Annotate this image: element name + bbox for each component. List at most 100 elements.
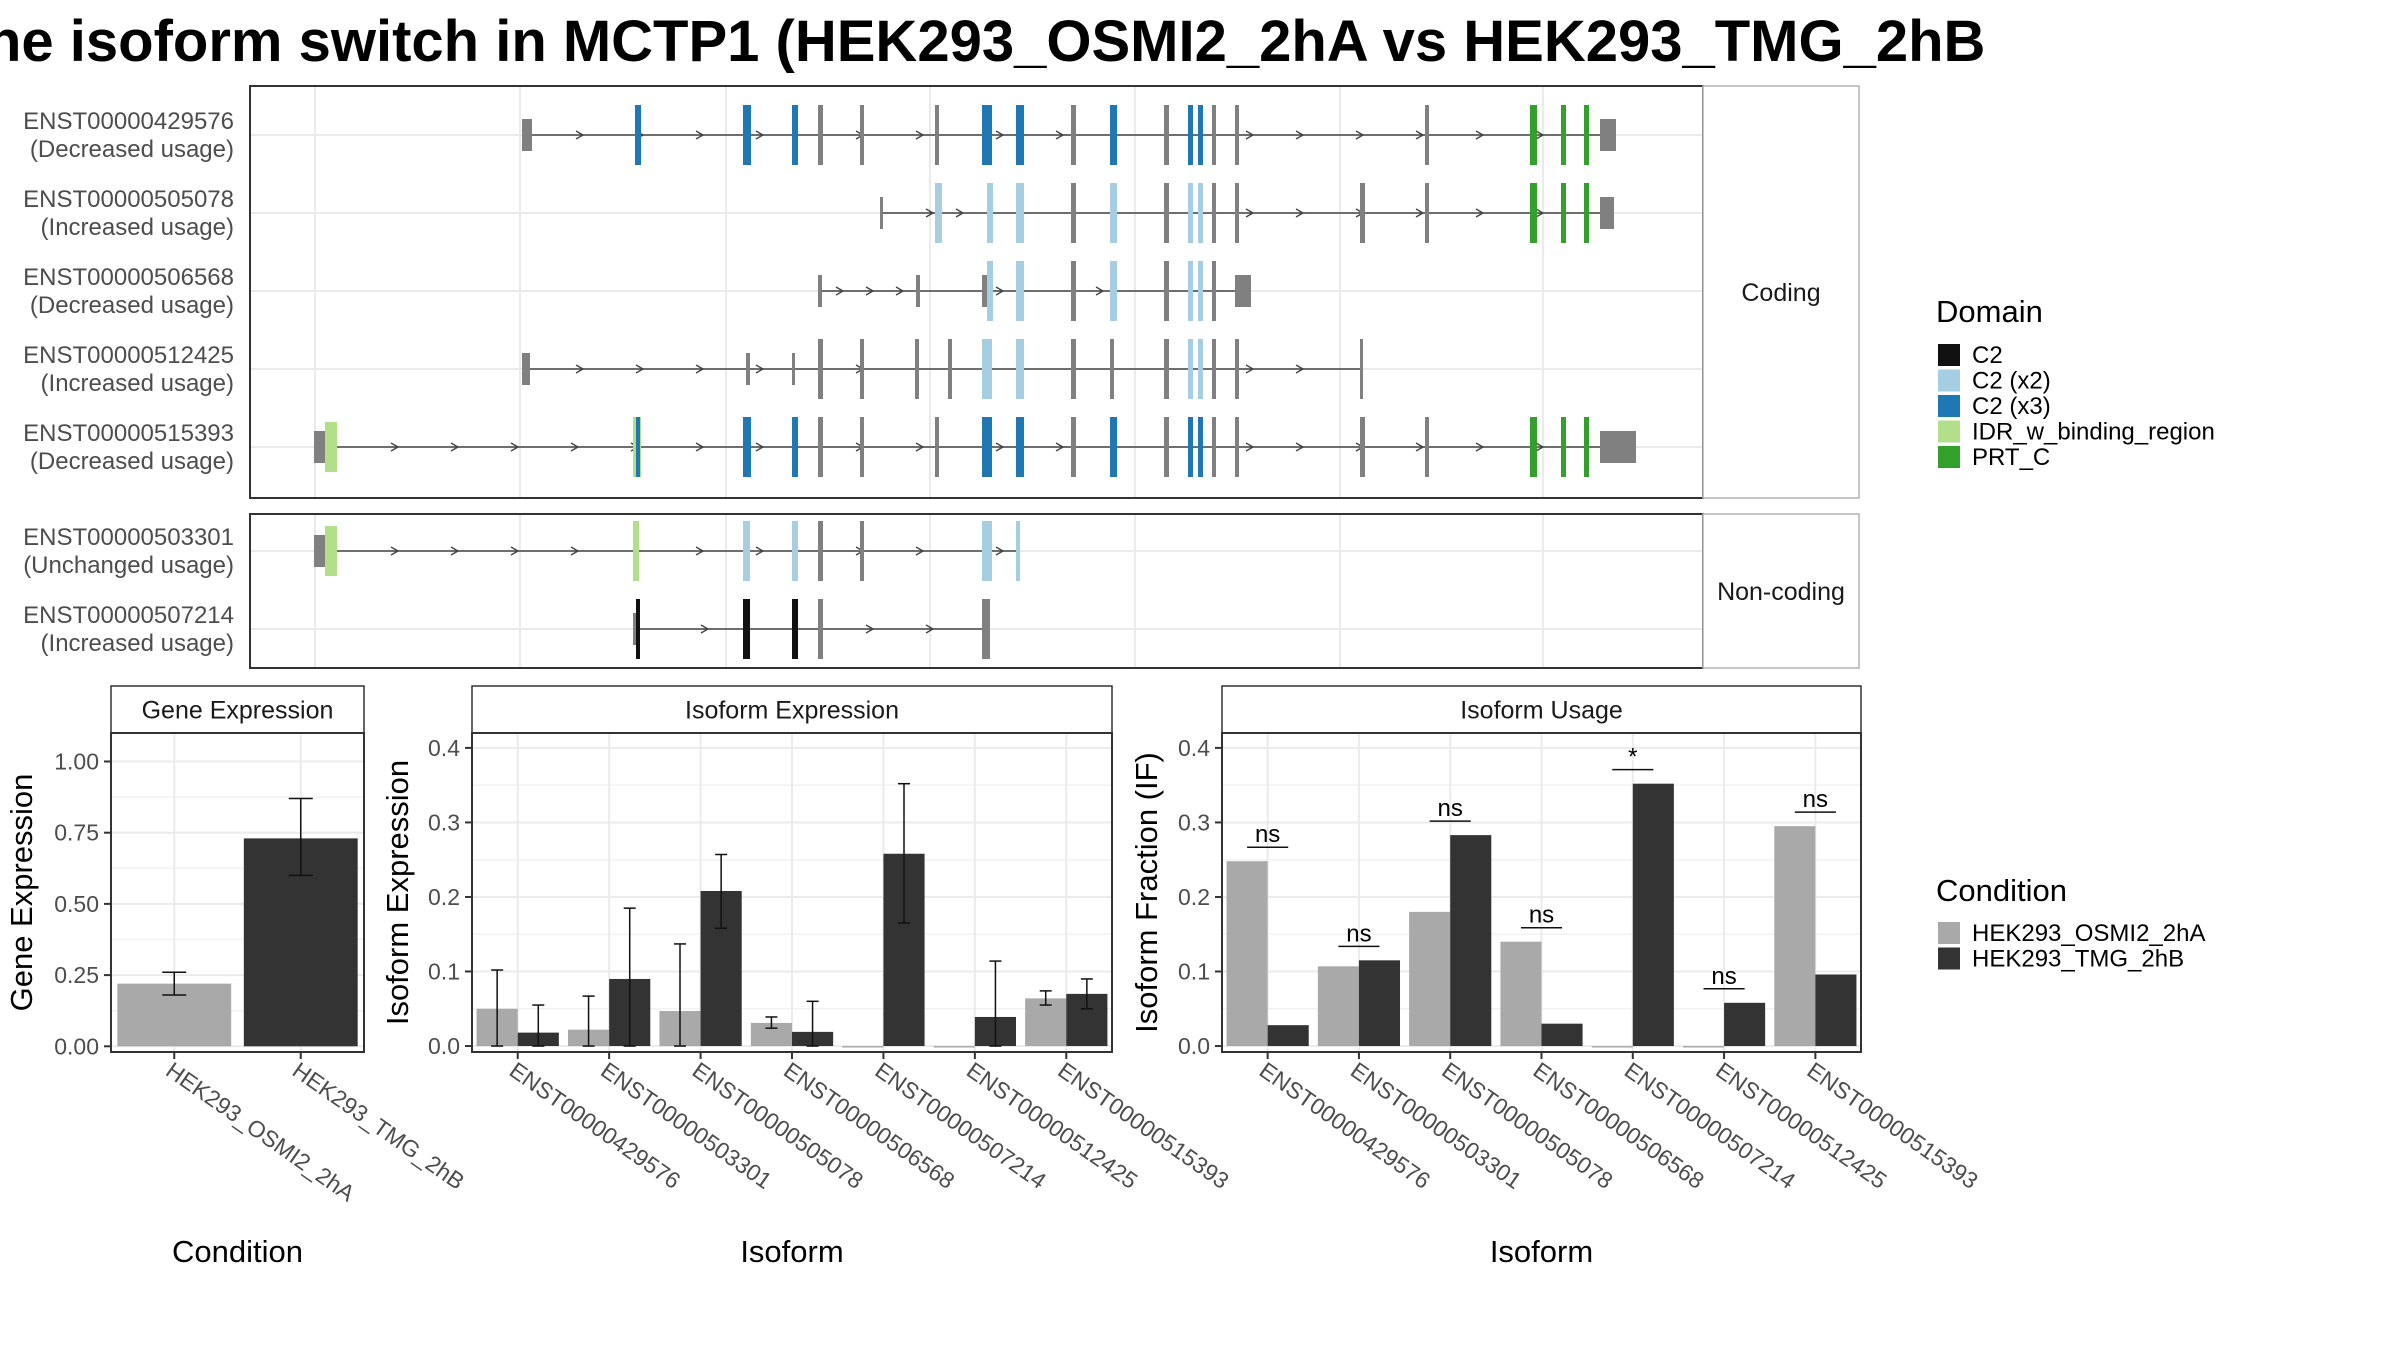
strand-arrow bbox=[925, 208, 935, 218]
bar bbox=[1226, 861, 1268, 1047]
exon-block bbox=[1198, 417, 1203, 477]
strand-arrow bbox=[1475, 208, 1485, 218]
strand-arrow bbox=[695, 546, 705, 556]
exon-block bbox=[1016, 183, 1024, 243]
exon-block bbox=[1110, 183, 1117, 243]
strand-arrow bbox=[1095, 286, 1105, 296]
bar bbox=[1450, 835, 1492, 1047]
bar bbox=[1774, 826, 1816, 1047]
bar bbox=[1317, 966, 1359, 1047]
exon-block bbox=[860, 521, 864, 581]
exon-block bbox=[935, 183, 942, 243]
exon-block bbox=[1360, 339, 1363, 399]
transcript-id-label: ENST00000506568 bbox=[23, 264, 234, 291]
strand-arrow bbox=[755, 442, 765, 452]
exon-block bbox=[1164, 183, 1169, 243]
transcript-labels: ENST00000429576(Decreased usage)ENST0000… bbox=[23, 108, 234, 657]
exon-block bbox=[1584, 417, 1589, 477]
exon-block bbox=[792, 521, 798, 581]
strand-arrow bbox=[390, 442, 400, 452]
strand-arrow bbox=[995, 442, 1005, 452]
plot-border bbox=[110, 732, 365, 1053]
y-axis-title: Gene Expression bbox=[4, 774, 39, 1012]
bar bbox=[1591, 1046, 1633, 1048]
y-tick-label: 0.3 bbox=[1178, 809, 1210, 835]
exon-block bbox=[982, 275, 989, 307]
exon-block bbox=[1188, 105, 1193, 165]
isoform-expression-panel: Isoform Expression 0.0 0.1 0.2 0.3 0.4 ENST000… bbox=[380, 685, 1234, 1269]
x-tick-label: ENST00000429576 bbox=[505, 1057, 685, 1194]
x-tick-label: ENST00000507214 bbox=[1620, 1057, 1801, 1194]
exon-block bbox=[1198, 261, 1203, 321]
strand-arrow bbox=[1475, 130, 1485, 140]
strand-arrow bbox=[1245, 130, 1255, 140]
x-tick-label: ENST00000505078 bbox=[1437, 1057, 1617, 1194]
transcript-id-label: ENST00000505078 bbox=[23, 186, 234, 213]
strand-arrow bbox=[575, 130, 585, 140]
strand-arrow bbox=[390, 546, 400, 556]
exon-block bbox=[1530, 417, 1537, 477]
bar bbox=[1541, 1023, 1583, 1047]
exon-block bbox=[1425, 417, 1429, 477]
exon-block bbox=[1561, 183, 1566, 243]
y-tick-label: 0.2 bbox=[1178, 884, 1210, 910]
strand-arrow bbox=[995, 130, 1005, 140]
transcript-usage-label: (Decreased usage) bbox=[30, 292, 234, 319]
strand-arrow bbox=[450, 442, 460, 452]
significance-label: ns bbox=[1711, 963, 1736, 990]
exon-block bbox=[1071, 339, 1076, 399]
domain-legend-key bbox=[1938, 344, 1960, 366]
x-tick-label: ENST00000512425 bbox=[962, 1057, 1142, 1194]
bar bbox=[842, 1046, 884, 1048]
transcript-usage-label: (Decreased usage) bbox=[30, 136, 234, 163]
strand-arrow bbox=[1475, 442, 1485, 452]
exon-block bbox=[1110, 105, 1117, 165]
x-tick-label: ENST00000429576 bbox=[1255, 1057, 1435, 1194]
condition-legend-label: HEK293_TMG_2hB bbox=[1972, 946, 2184, 973]
strand-arrow bbox=[1295, 208, 1305, 218]
plot-border bbox=[1221, 732, 1862, 1053]
exon-block bbox=[1188, 183, 1193, 243]
exon-block bbox=[1235, 105, 1239, 165]
exon-block bbox=[792, 599, 798, 659]
significance-label: * bbox=[1628, 744, 1637, 771]
transcript-usage-label: (Increased usage) bbox=[41, 370, 234, 397]
strand-arrow bbox=[915, 442, 925, 452]
exon-block bbox=[948, 339, 952, 399]
panel-strip bbox=[110, 685, 365, 734]
strand-arrow bbox=[575, 364, 585, 374]
exon-block bbox=[982, 339, 992, 399]
domain-legend-label: C2 bbox=[1972, 342, 2003, 369]
exon-block bbox=[1164, 339, 1169, 399]
domain-legend-label: PRT_C bbox=[1972, 444, 2050, 471]
x-tick-label: ENST00000506568 bbox=[779, 1057, 959, 1194]
strand-arrow bbox=[695, 364, 705, 374]
domain-legend-label: C2 (x2) bbox=[1972, 368, 2051, 395]
exon-block bbox=[1530, 105, 1537, 165]
exon-block bbox=[1360, 183, 1365, 243]
strand-arrow bbox=[835, 286, 845, 296]
exon-block bbox=[818, 339, 823, 399]
domain-legend-label: C2 (x3) bbox=[1972, 393, 2051, 420]
strand-arrow bbox=[1055, 130, 1065, 140]
x-tick-label: ENST00000503301 bbox=[596, 1057, 776, 1194]
x-tick-label: ENST00000515393 bbox=[1053, 1057, 1233, 1194]
coding-strip bbox=[1702, 85, 1860, 499]
exon-block bbox=[1600, 119, 1616, 151]
exon-block bbox=[1212, 183, 1216, 243]
transcript-id-label: ENST00000507214 bbox=[23, 602, 234, 629]
strand-arrow bbox=[925, 624, 935, 634]
exon-block bbox=[1425, 183, 1429, 243]
exon-block bbox=[1198, 183, 1203, 243]
exon-block bbox=[1584, 183, 1589, 243]
exon-block bbox=[1561, 417, 1566, 477]
exon-block bbox=[522, 119, 532, 151]
exon-block bbox=[792, 105, 798, 165]
exon-block bbox=[1584, 105, 1589, 165]
exon-block bbox=[636, 599, 640, 659]
exon-block bbox=[982, 599, 990, 659]
strand-arrow bbox=[1415, 442, 1425, 452]
strand-arrow bbox=[915, 546, 925, 556]
y-tick-label: 1.00 bbox=[54, 748, 99, 774]
exon-block bbox=[314, 431, 326, 463]
